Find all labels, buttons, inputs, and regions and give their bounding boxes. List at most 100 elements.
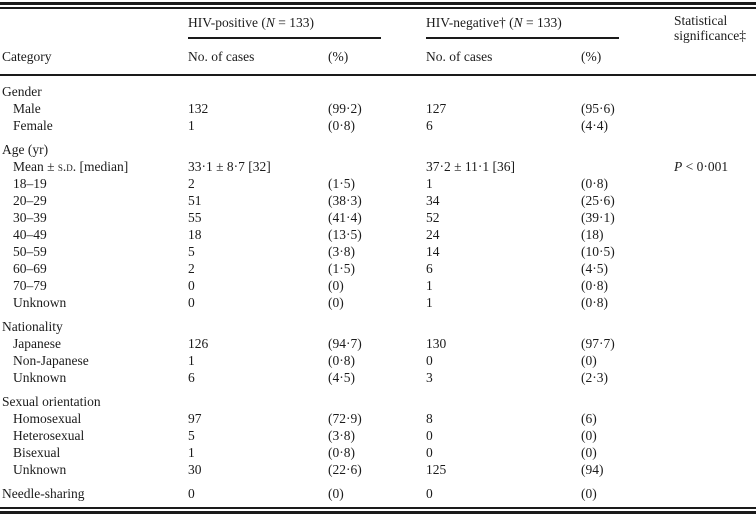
hiv-negative-cases-cell: 125: [426, 462, 447, 477]
hiv-positive-cases-cell: 126: [188, 336, 209, 351]
table-head: HIV-positive (N = 133) HIV-negative† (N …: [0, 9, 756, 76]
hiv-positive-pct-cell: (1·5): [328, 176, 355, 191]
hiv-positive-cases-cell: 0: [188, 278, 195, 293]
hiv-positive-cases-cell: 97: [188, 411, 202, 426]
stat-significance-cell: [674, 427, 756, 444]
stat-significance-cell: [674, 335, 756, 352]
hiv-positive-cases-cell: 2: [188, 176, 195, 191]
hiv-positive-cases-cell: 18: [188, 227, 202, 242]
hiv-negative-pct-cell: [581, 311, 674, 335]
row-label: 20–29: [13, 193, 47, 208]
stat-significance-cell: [674, 260, 756, 277]
hiv-negative-pct-cell: (0): [581, 353, 597, 368]
hiv-positive-pct-cell: [328, 158, 426, 175]
hiv-negative-group-header: HIV-negative† (N = 133): [426, 14, 619, 39]
hiv-positive-pct-cell: (3·8): [328, 428, 355, 443]
hiv-positive-cases-cell: 0: [188, 295, 195, 310]
hiv-positive-cases-cell: 5: [188, 244, 195, 259]
statistical-significance-header: Statistical significance‡: [674, 9, 756, 76]
hiv-negative-pct-cell: (0·8): [581, 295, 608, 310]
hiv-positive-pct-cell: [328, 386, 426, 410]
hiv-negative-cases-cell: 14: [426, 244, 440, 259]
table-row: Nationality: [0, 311, 756, 335]
subheader-row: Category No. of cases (%) No. of cases (…: [0, 39, 756, 76]
row-label: Gender: [2, 84, 42, 99]
stat-significance-cell: [674, 369, 756, 386]
hiv-negative-pct-cell: (25·6): [581, 193, 615, 208]
hiv-positive-cases-cell: 132: [188, 101, 209, 116]
hiv-positive-cases-cell: 55: [188, 210, 202, 225]
table-row: Needle-sharing 0 (0) 0 (0): [0, 478, 756, 507]
hiv-negative-pct-cell: (95·6): [581, 101, 615, 116]
hiv-positive-cases-cell: [188, 134, 328, 158]
stat-significance-cell: [674, 226, 756, 243]
hiv-negative-pct-cell: [581, 386, 674, 410]
hiv-positive-pct-cell: (0): [328, 295, 344, 310]
hiv-negative-cases-cell: 6: [426, 261, 433, 276]
hiv-positive-pct-cell: (38·3): [328, 193, 362, 208]
hiv-positive-cases-cell: 33·1 ± 8·7 [32]: [188, 159, 271, 174]
hiv-positive-pct-cell: (41·4): [328, 210, 362, 225]
row-label: Homosexual: [13, 411, 82, 426]
hiv-negative-cases-cell: [426, 75, 581, 100]
hiv-negative-spanner-cell: HIV-negative† (N = 133): [426, 9, 674, 39]
hiv-positive-spanner-cell: HIV-positive (N = 133): [188, 9, 426, 39]
hiv-negative-cases-cell: [426, 134, 581, 158]
stat-significance-cell: [674, 386, 756, 410]
stat-significance-cell: [674, 243, 756, 260]
hiv-negative-pct-cell: [581, 134, 674, 158]
hiv-positive-pct-cell: [328, 75, 426, 100]
hiv-negative-pct-cell: [581, 75, 674, 100]
table-row: Gender: [0, 75, 756, 100]
row-label: Bisexual: [13, 445, 61, 460]
table-row: 40–49 18 (13·5) 24 (18): [0, 226, 756, 243]
hiv-negative-cases-cell: 52: [426, 210, 440, 225]
hiv-negative-cases-cell: 6: [426, 118, 433, 133]
stat-significance-cell: [674, 294, 756, 311]
table-row: 30–39 55 (41·4) 52 (39·1): [0, 209, 756, 226]
row-label: Unknown: [13, 370, 67, 385]
table-row: 18–19 2 (1·5) 1 (0·8): [0, 175, 756, 192]
row-label: 30–39: [13, 210, 47, 225]
hiv-negative-cases-cell: 1: [426, 176, 433, 191]
hiv-positive-pct-cell: (4·5): [328, 370, 355, 385]
table-row: Unknown 30 (22·6) 125 (94): [0, 461, 756, 478]
stat-significance-cell: [674, 461, 756, 478]
hiv-positive-pct-cell: (22·6): [328, 462, 362, 477]
stat-significance-cell: [674, 277, 756, 294]
hiv-negative-cases-cell: 8: [426, 411, 433, 426]
table-row: Female 1 (0·8) 6 (4·4): [0, 117, 756, 134]
hiv-positive-pct-cell: (0·8): [328, 353, 355, 368]
row-label: 50–59: [13, 244, 47, 259]
row-label: Unknown: [13, 295, 67, 310]
stat-significance-cell: [674, 352, 756, 369]
stat-significance-cell: P < 0·001: [674, 159, 729, 174]
table-row: Sexual orientation: [0, 386, 756, 410]
hiv-positive-cases-cell: 1: [188, 353, 195, 368]
stat-significance-cell: [674, 410, 756, 427]
hiv-positive-cases-cell: 1: [188, 445, 195, 460]
hiv-positive-pct-cell: [328, 134, 426, 158]
row-label: Mean ± s.d. [median]: [13, 159, 129, 174]
hiv-negative-pct-cell: (94): [581, 462, 604, 477]
row-label: Female: [13, 118, 53, 133]
hiv-negative-cases-cell: 1: [426, 295, 433, 310]
hiv-negative-cases-cell: 127: [426, 101, 447, 116]
hiv-negative-cases-cell: 0: [426, 353, 433, 368]
row-label: Non-Japanese: [13, 353, 89, 368]
hiv-positive-cases-cell: 0: [188, 486, 195, 501]
table-row: Age (yr): [0, 134, 756, 158]
negative-cases-header: No. of cases: [426, 39, 581, 76]
bottom-double-rule: [0, 507, 756, 514]
hiv-negative-pct-cell: (97·7): [581, 336, 615, 351]
hiv-negative-pct-cell: (39·1): [581, 210, 615, 225]
row-label: Unknown: [13, 462, 67, 477]
row-label: Sexual orientation: [2, 394, 101, 409]
hiv-positive-pct-cell: (13·5): [328, 227, 362, 242]
negative-pct-header: (%): [581, 39, 674, 76]
category-header: Category: [0, 39, 188, 76]
positive-cases-header: No. of cases: [188, 39, 328, 76]
table-row: Unknown 0 (0) 1 (0·8): [0, 294, 756, 311]
hiv-positive-cases-cell: [188, 75, 328, 100]
